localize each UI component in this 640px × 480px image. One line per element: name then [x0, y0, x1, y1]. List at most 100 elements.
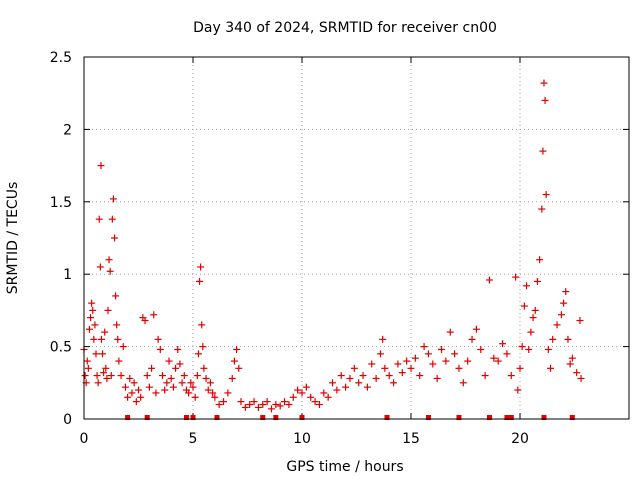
data-point — [84, 364, 92, 372]
data-point — [355, 379, 363, 387]
data-point — [91, 321, 99, 329]
data-point — [156, 345, 164, 353]
data-point — [416, 372, 424, 380]
data-point — [346, 374, 354, 382]
data-point — [141, 317, 149, 325]
data-point — [544, 345, 552, 353]
data-point — [516, 364, 524, 372]
data-point — [143, 372, 151, 380]
data-point — [209, 389, 217, 397]
data-point — [106, 267, 114, 275]
data-point — [542, 191, 550, 199]
data-point — [233, 345, 241, 353]
data-point — [100, 369, 108, 377]
data-point — [527, 328, 535, 336]
data-point — [503, 350, 511, 358]
zero-point-marker — [456, 415, 462, 420]
data-point — [359, 372, 367, 380]
data-point — [499, 340, 507, 348]
data-point — [403, 357, 411, 365]
data-point — [576, 317, 584, 325]
data-point — [119, 343, 127, 351]
data-point — [407, 364, 415, 372]
data-point — [90, 335, 98, 343]
data-point — [117, 372, 125, 380]
data-point — [259, 401, 267, 409]
x-tick-label: 5 — [189, 431, 198, 447]
data-point — [158, 372, 166, 380]
data-point — [197, 263, 205, 271]
data-point — [254, 403, 262, 411]
data-point — [518, 343, 526, 351]
data-point — [97, 162, 105, 170]
data-point — [172, 364, 180, 372]
data-point — [531, 306, 539, 314]
data-point — [549, 335, 557, 343]
data-point — [547, 364, 555, 372]
data-point — [538, 205, 546, 213]
data-point — [424, 350, 432, 358]
data-point — [281, 398, 289, 406]
data-point — [553, 321, 561, 329]
data-point — [104, 306, 112, 314]
data-point — [81, 372, 89, 380]
zero-point-marker — [214, 415, 220, 420]
data-point — [246, 401, 254, 409]
data-point — [126, 374, 134, 382]
data-point — [507, 372, 515, 380]
data-point — [481, 372, 489, 380]
data-point — [224, 389, 232, 397]
data-point — [204, 386, 212, 394]
data-point — [320, 389, 328, 397]
data-point — [113, 321, 121, 329]
zero-point-marker — [425, 415, 431, 420]
data-point — [121, 383, 129, 391]
data-point — [311, 398, 319, 406]
data-point — [525, 345, 533, 353]
data-point — [103, 374, 111, 382]
y-tick-label: 1 — [63, 267, 72, 283]
zero-point-marker — [504, 415, 510, 420]
data-point — [272, 401, 280, 409]
axis-ticks: 0 5 10 15 20 0 0.5 1 1.5 2 2.5 — [50, 50, 629, 447]
data-point — [385, 372, 393, 380]
data-point — [105, 256, 113, 264]
data-point — [329, 379, 337, 387]
data-point — [135, 386, 142, 394]
data-point — [446, 328, 454, 336]
data-point — [342, 383, 350, 391]
data-point — [276, 402, 284, 410]
data-point — [533, 277, 541, 285]
data-point — [114, 335, 122, 343]
data-point — [228, 374, 236, 382]
data-point — [379, 335, 387, 343]
data-point — [108, 215, 116, 223]
data-point — [485, 276, 493, 284]
data-point — [88, 299, 96, 307]
data-point — [520, 302, 528, 310]
data-point — [220, 398, 228, 406]
data-point — [161, 386, 169, 394]
data-point — [198, 321, 206, 329]
data-point — [420, 343, 428, 351]
data-point — [235, 364, 243, 372]
data-point — [102, 364, 110, 372]
data-point — [85, 325, 93, 333]
data-point — [99, 350, 107, 358]
data-point — [494, 357, 502, 365]
data-point — [573, 369, 581, 377]
zero-point-marker — [541, 415, 547, 420]
data-point — [267, 405, 275, 413]
data-point — [107, 372, 115, 380]
data-point — [199, 343, 207, 351]
data-point — [193, 372, 201, 380]
data-point — [163, 379, 171, 387]
y-tick-label: 2.5 — [50, 50, 72, 66]
data-point — [101, 328, 109, 336]
data-point — [302, 383, 310, 391]
data-point — [230, 357, 238, 365]
data-point — [372, 374, 380, 382]
zero-point-marker — [183, 415, 189, 420]
data-point — [145, 383, 153, 391]
